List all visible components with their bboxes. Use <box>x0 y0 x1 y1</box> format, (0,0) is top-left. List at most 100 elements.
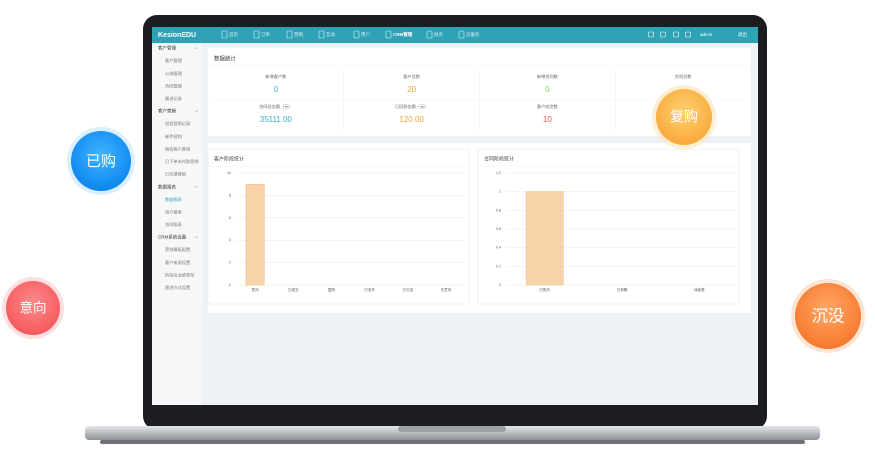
nav-item[interactable]: 财务 <box>434 31 443 38</box>
bubble[interactable] <box>656 89 712 145</box>
nav-icon <box>353 30 360 39</box>
sidebar-item[interactable]: 跟进记录 <box>165 95 182 102</box>
x-tick-label: 意向 <box>251 287 259 292</box>
x-tick-label: 已流失 <box>364 287 375 292</box>
sidebar-item[interactable]: 公海管理 <box>165 70 183 77</box>
x-tick-label: 已到期 <box>617 287 628 292</box>
stat-label: 客户总数 <box>403 73 421 80</box>
sidebar-item[interactable]: 短信营销记录 <box>165 120 190 127</box>
y-tick-label: 0.6 <box>496 227 501 231</box>
y-tick-label: 1.2 <box>496 171 501 175</box>
nav-icon <box>458 30 465 39</box>
bubble-label: 复购 <box>670 109 698 125</box>
y-tick-label: 0.2 <box>496 264 501 268</box>
laptop-notch <box>398 426 506 432</box>
x-tick-label: 已成交 <box>288 287 299 292</box>
bubble-label: 意向 <box>20 300 47 316</box>
sidebar-item[interactable]: 客户管理 <box>165 57 183 64</box>
bubble[interactable] <box>71 131 131 191</box>
chart-title: 客户阶段统计 <box>214 155 244 162</box>
bubble-label: 沉没 <box>812 306 845 325</box>
y-tick-label: 0.4 <box>496 246 501 250</box>
chevron <box>194 236 199 239</box>
y-tick-label: 10 <box>227 171 231 175</box>
stat-label: 合同总数 <box>675 73 693 80</box>
y-tick-label: 0 <box>229 283 231 287</box>
y-tick-label: 1 <box>499 190 501 194</box>
stat-label: 已回款金额（元） <box>395 103 429 110</box>
logout[interactable]: 退出 <box>738 31 747 38</box>
sidebar-item[interactable]: 数据报表 <box>165 196 183 203</box>
y-tick-label: 0 <box>499 283 501 287</box>
laptop-foot <box>100 440 805 444</box>
nav-item[interactable]: 互动 <box>326 31 335 38</box>
stat-value: 20 <box>407 85 416 94</box>
toolbar-icon[interactable] <box>648 31 654 38</box>
stat-value: 10 <box>543 115 552 124</box>
nav-icon <box>318 30 325 39</box>
stat-value: 35111.00 <box>260 115 293 124</box>
nav-icon <box>286 30 293 39</box>
x-tick-label: 无意向 <box>441 287 452 292</box>
x-tick-label: 待续签 <box>694 287 705 292</box>
y-tick-label: 6 <box>229 216 231 220</box>
stat-value: 0 <box>545 85 550 94</box>
sidebar-item[interactable]: 合同管理 <box>165 82 183 89</box>
sidebar <box>152 43 202 405</box>
chart-title: 合同阶段统计 <box>484 155 514 162</box>
nav-item[interactable]: 首页 <box>229 31 238 38</box>
stat-value: 0 <box>274 85 279 94</box>
y-tick-label: 0.8 <box>496 208 501 212</box>
y-tick-label: 4 <box>229 238 231 242</box>
sidebar-item[interactable]: 客户来源设置 <box>165 259 190 266</box>
toolbar-icon[interactable] <box>685 31 691 38</box>
chevron <box>194 47 199 50</box>
user-name[interactable]: admin <box>700 32 713 37</box>
nav-item[interactable]: 订单 <box>261 31 270 38</box>
sidebar-item[interactable]: 营销模板配置 <box>165 246 190 253</box>
sidebar-item[interactable]: 用户报表 <box>165 208 183 215</box>
chevron <box>194 185 199 188</box>
nav-item[interactable]: 云服务 <box>466 31 480 38</box>
sidebar-group[interactable]: CRM系统设置 <box>158 234 187 241</box>
bubble[interactable] <box>795 283 861 349</box>
sidebar-item[interactable]: 邮件营销 <box>165 133 182 140</box>
nav-icon <box>253 30 260 39</box>
nav-icon <box>221 30 228 39</box>
x-tick-label: 已沉没 <box>402 287 413 292</box>
nav-item[interactable]: CRM管理 <box>393 31 413 38</box>
sidebar-item[interactable]: 合同报表 <box>165 221 183 228</box>
sidebar-group[interactable]: 客户管理 <box>158 45 176 52</box>
y-tick-label: 2 <box>229 261 231 265</box>
laptop-base <box>85 426 820 440</box>
bubble[interactable] <box>6 281 60 335</box>
stat-label: 合同总金额（元） <box>259 103 293 110</box>
stat-label: 客户成交数 <box>537 103 559 110</box>
sidebar-item[interactable]: 微信客户营销 <box>165 145 190 152</box>
y-tick-label: 8 <box>229 193 231 197</box>
stat-value: 120.00 <box>399 115 424 124</box>
bar <box>245 183 265 286</box>
bar <box>525 191 564 286</box>
nav-item[interactable]: 用户 <box>361 31 370 38</box>
sidebar-item[interactable]: 阶段及业绩类型 <box>165 271 194 278</box>
nav-item[interactable]: 营销 <box>294 31 303 38</box>
toolbar-icon[interactable] <box>660 31 666 38</box>
nav-icon <box>385 30 392 39</box>
sidebar-group[interactable]: 数据报表 <box>158 183 176 190</box>
brand: KesionEDU <box>158 32 196 39</box>
stat-label: 新增合同数 <box>537 73 559 80</box>
x-tick-label: 复购 <box>328 287 336 292</box>
nav-icon <box>426 30 433 39</box>
chevron <box>194 110 199 113</box>
stat-label: 新增客户数 <box>265 73 287 80</box>
sidebar-item[interactable]: 已下单未付款营销 <box>165 158 199 165</box>
sidebar-group[interactable]: 客户营销 <box>158 108 176 115</box>
sidebar-item[interactable]: 跟进方式设置 <box>165 284 190 291</box>
bubble-label: 已购 <box>86 153 116 170</box>
sidebar-item[interactable]: 已完课营销 <box>165 171 186 178</box>
x-tick-label: 已签约 <box>539 287 550 292</box>
toolbar-icon[interactable] <box>673 31 679 38</box>
chart-card <box>477 148 740 305</box>
